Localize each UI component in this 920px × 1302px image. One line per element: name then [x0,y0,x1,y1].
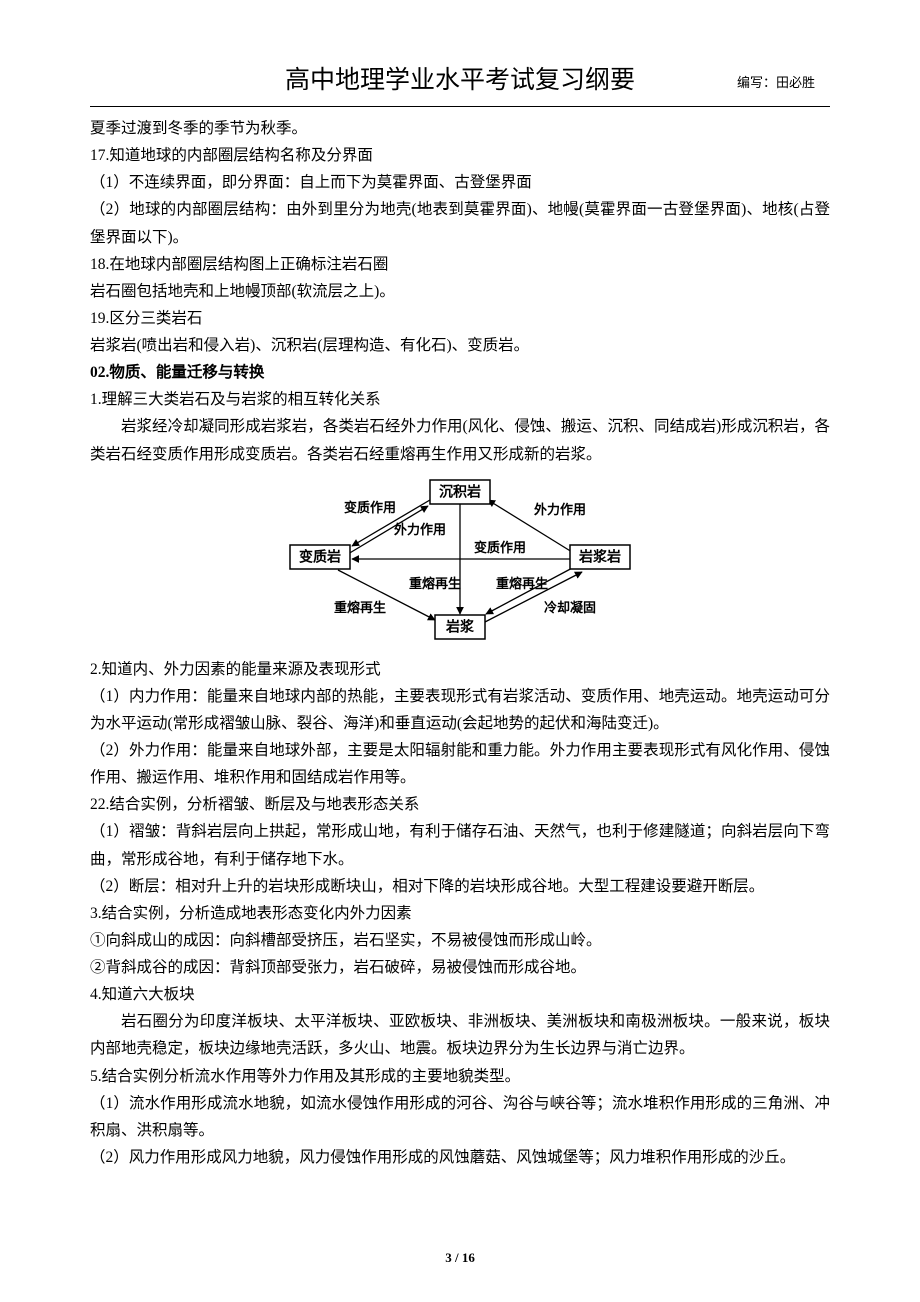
para-02-1-body: 岩浆经冷却凝同形成岩浆岩，各类岩石经外力作用(风化、侵蚀、搬运、沉积、同结成岩)… [90,413,830,467]
edge-label-remelt-mid: 重熔再生 [409,576,461,591]
para-02-22-1: （1）褶皱：背斜岩层向上拱起，常形成山地，有利于储存石油、天然气，也利于修建隧道… [90,818,830,872]
rock-cycle-svg: 沉积岩 变质岩 岩浆岩 岩浆 变质作用 外力作用 外力作用 变质作用 重熔再生 … [260,472,660,652]
page-title: 高中地理学业水平考试复习纲要 [90,60,830,96]
node-igneous-label: 岩浆岩 [578,548,621,564]
para-17-1: （1）不连续界面，即分界面：自上而下为莫霍界面、古登堡界面 [90,169,830,196]
node-metamorphic-label: 变质岩 [299,548,341,564]
para-02-4-body: 岩石圈分为印度洋板块、太平洋板块、亚欧板块、非洲板块、美洲板块和南极洲板块。一般… [90,1008,830,1062]
edge-label-remelt-br: 重熔再生 [496,576,548,591]
edge-label-cooling: 冷却凝固 [544,600,596,615]
edge-label-metamorphism-mid: 变质作用 [474,540,526,555]
edge-label-metamorphism-tl: 变质作用 [344,500,396,515]
para-02-3-1: ①向斜成山的成因：向斜槽部受挤压，岩石坚实，不易被侵蚀而形成山岭。 [90,927,830,954]
para-18: 18.在地球内部圈层结构图上正确标注岩石圈 [90,251,830,278]
rock-cycle-diagram: 沉积岩 变质岩 岩浆岩 岩浆 变质作用 外力作用 外力作用 变质作用 重熔再生 … [90,472,830,652]
para-17-2: （2）地球的内部圈层结构：由外到里分为地壳(地表到莫霍界面)、地幔(莫霍界面一古… [90,196,830,250]
para-season: 夏季过渡到冬季的季节为秋季。 [90,115,830,142]
para-02-5-2: （2）风力作用形成风力地貌，风力侵蚀作用形成的风蚀蘑菇、风蚀城堡等；风力堆积作用… [90,1144,830,1171]
para-02-5: 5.结合实例分析流水作用等外力作用及其形成的主要地貌类型。 [90,1063,830,1090]
header-divider [90,106,830,107]
node-magma-label: 岩浆 [445,618,475,634]
document-page: 高中地理学业水平考试复习纲要 编写：田必胜 夏季过渡到冬季的季节为秋季。 17.… [0,0,920,1302]
edge-label-remelt-bl: 重熔再生 [334,600,386,615]
page-sep: / [452,1250,462,1265]
author-line: 编写：田必胜 [737,72,815,91]
para-19: 19.区分三类岩石 [90,305,830,332]
body-content: 夏季过渡到冬季的季节为秋季。 17.知道地球的内部圈层结构名称及分界面 （1）不… [90,115,830,1171]
para-18-1: 岩石圈包括地壳和上地幔顶部(软流层之上)。 [90,278,830,305]
section-02-heading: 02.物质、能量迁移与转换 [90,359,830,386]
para-19-1: 岩浆岩(喷出岩和侵入岩)、沉积岩(层理构造、有化石)、变质岩。 [90,332,830,359]
edge-label-external-tr: 外力作用 [533,502,586,517]
para-02-22-2: （2）断层：相对升上升的岩块形成断块山，相对下降的岩块形成谷地。大型工程建设要避… [90,873,830,900]
para-02-5-1: （1）流水作用形成流水地貌，如流水侵蚀作用形成的河谷、沟谷与峡谷等；流水堆积作用… [90,1090,830,1144]
title-text: 高中地理学业水平考试复习纲要 [285,66,635,94]
author-prefix: 编写： [737,75,776,90]
edge-label-external-tl: 外力作用 [393,522,446,537]
author-name: 田必胜 [776,75,815,90]
node-sediment-label: 沉积岩 [439,483,481,499]
page-footer: 3 / 16 [0,1250,920,1266]
para-02-1: 1.理解三大类岩石及与岩浆的相互转化关系 [90,386,830,413]
para-17: 17.知道地球的内部圈层结构名称及分界面 [90,142,830,169]
para-02-3-2: ②背斜成谷的成因：背斜顶部受张力，岩石破碎，易被侵蚀而形成谷地。 [90,954,830,981]
para-02-3: 3.结合实例，分析造成地表形态变化内外力因素 [90,900,830,927]
para-02-4: 4.知道六大板块 [90,981,830,1008]
para-02-2-1: （1）内力作用：能量来自地球内部的热能，主要表现形式有岩浆活动、变质作用、地壳运… [90,683,830,737]
para-02-2: 2.知道内、外力因素的能量来源及表现形式 [90,656,830,683]
page-total: 16 [462,1250,475,1265]
para-02-22: 22.结合实例，分析褶皱、断层及与地表形态关系 [90,791,830,818]
para-02-2-2: （2）外力作用：能量来自地球外部，主要是太阳辐射能和重力能。外力作用主要表现形式… [90,737,830,791]
